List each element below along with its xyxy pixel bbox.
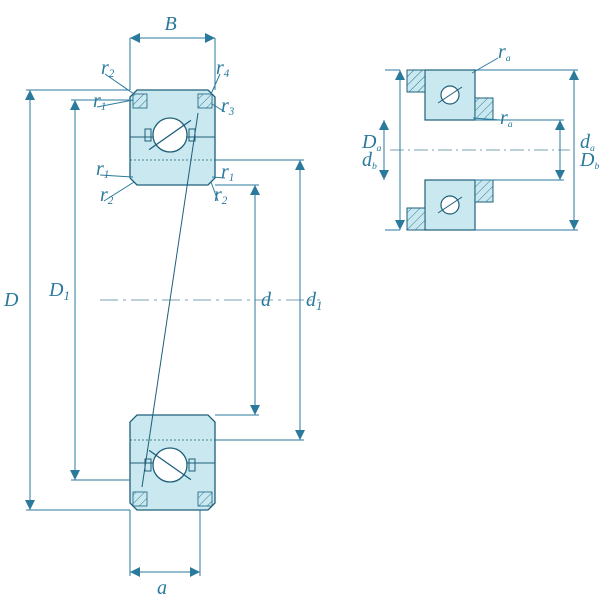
svg-text:ra: ra — [498, 41, 511, 64]
svg-text:d1: d1 — [306, 289, 323, 313]
svg-text:r2: r2 — [101, 57, 115, 80]
svg-text:r1: r1 — [93, 90, 106, 113]
svg-text:B: B — [165, 13, 177, 35]
bearing-diagram: DD1dd1Bar2r4r1r3r1r1r2r2DadbdaDbrara — [0, 0, 600, 600]
svg-text:D: D — [3, 289, 19, 311]
svg-text:a: a — [157, 577, 167, 599]
svg-text:r1: r1 — [96, 158, 109, 181]
svg-text:r4: r4 — [216, 57, 230, 80]
svg-text:r1: r1 — [221, 161, 234, 184]
svg-text:Db: Db — [579, 149, 599, 172]
svg-text:r2: r2 — [100, 184, 114, 207]
svg-text:d: d — [261, 289, 272, 311]
svg-text:D1: D1 — [48, 279, 70, 303]
svg-text:ra: ra — [500, 107, 513, 130]
svg-text:r3: r3 — [221, 95, 235, 118]
svg-text:r2: r2 — [214, 184, 228, 207]
inset-diagram: DadbdaDbrara — [361, 41, 599, 230]
